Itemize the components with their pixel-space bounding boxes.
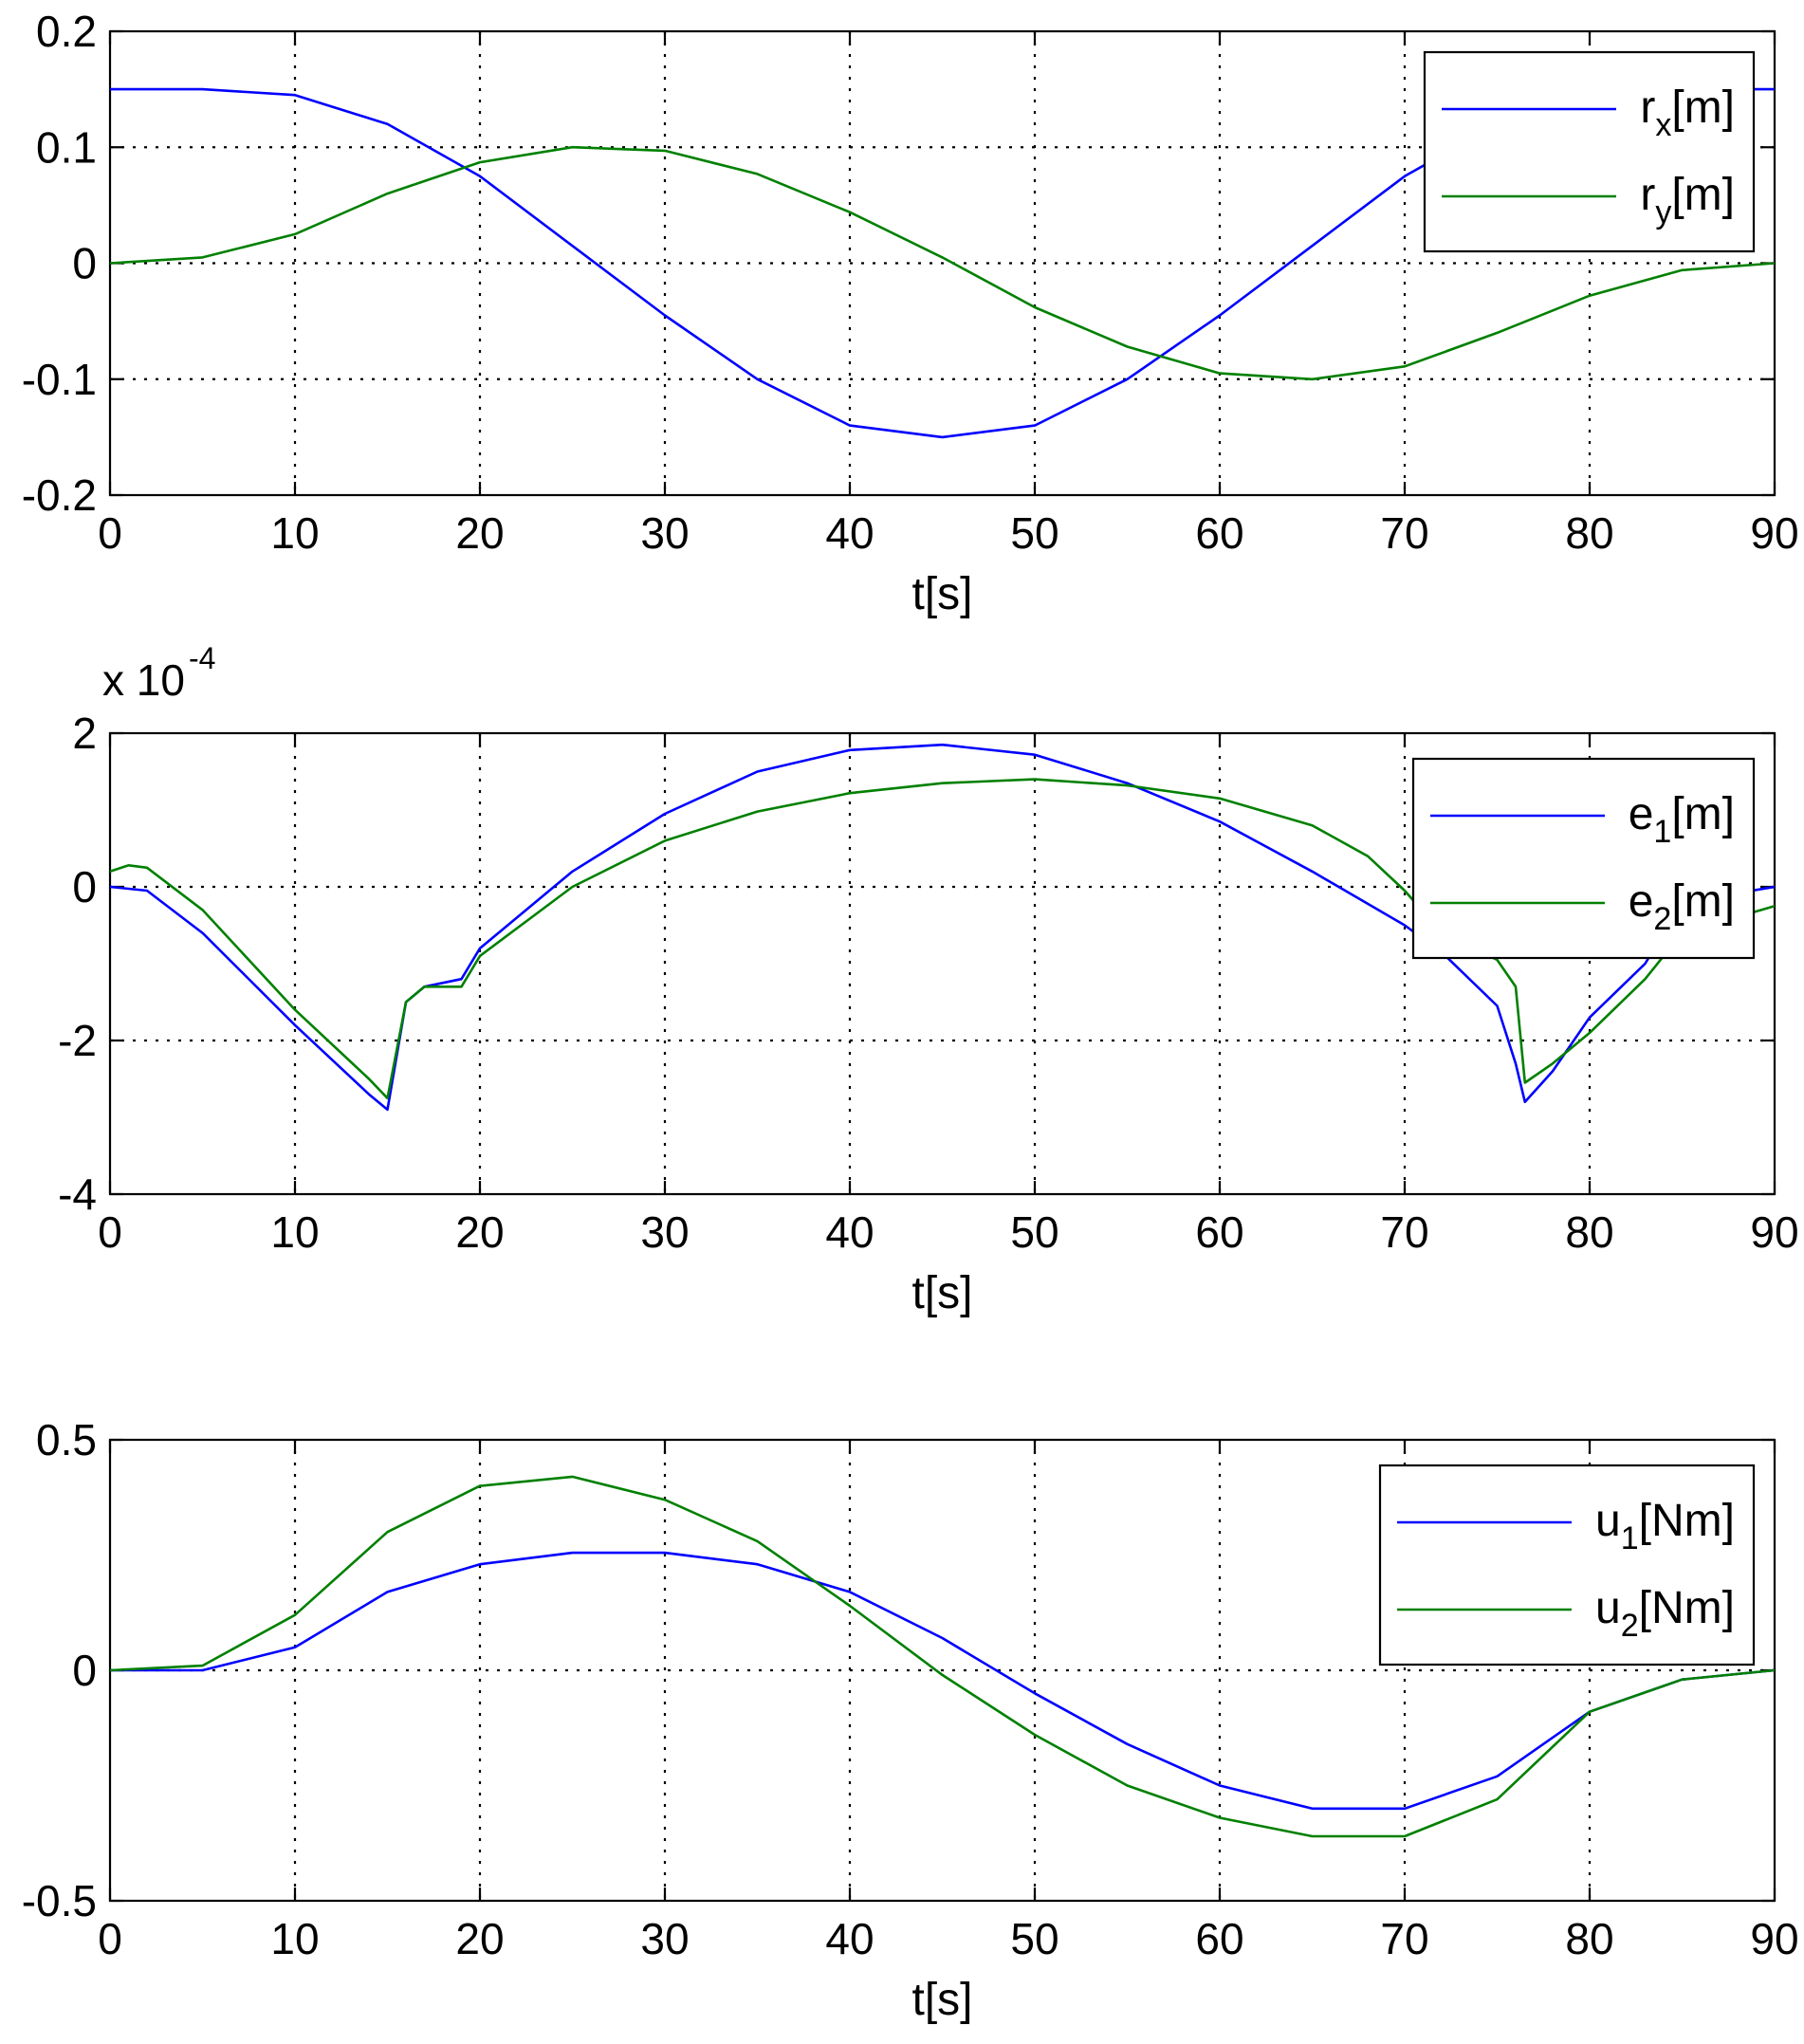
- y-tick-label: 0: [72, 1646, 97, 1695]
- x-tick-label: 10: [270, 1207, 319, 1257]
- y-tick-label: 0: [72, 239, 97, 288]
- legend: e1[m]e2[m]: [1411, 757, 1756, 960]
- legend-symbol: u: [1595, 1583, 1621, 1633]
- x-tick-label: 70: [1380, 1914, 1428, 1963]
- y-tick-label: 0.1: [36, 122, 97, 172]
- x-tick-label: 0: [98, 508, 122, 558]
- legend-symbol: r: [1640, 83, 1655, 133]
- legend-unit: [Nm]: [1639, 1496, 1735, 1546]
- legend-symbol: e: [1629, 876, 1654, 927]
- x-tick-label: 60: [1195, 508, 1243, 558]
- legend: u1[Nm]u2[Nm]: [1378, 1464, 1756, 1667]
- x-tick-label: 50: [1010, 1914, 1058, 1963]
- legend-entry: u1[Nm]: [1595, 1496, 1735, 1556]
- legend: rx[m]ry[m]: [1423, 50, 1756, 253]
- legend-subscript: 2: [1621, 1608, 1639, 1644]
- x-tick-label: 90: [1750, 1914, 1798, 1963]
- multiplier-exponent: -4: [189, 641, 215, 675]
- legend-entry: e2[m]: [1629, 876, 1735, 937]
- y-tick-label: 0.5: [36, 1415, 97, 1464]
- legend-box: [1423, 50, 1756, 253]
- multiplier-base: x 10: [102, 655, 185, 705]
- chart-panel-torque: 0 10 20 30 40 50 60 70 80 90-0.500.5t[s]u1[Nm]u2[…: [22, 1415, 1799, 2025]
- legend-subscript: x: [1655, 107, 1671, 143]
- x-axis-label: t[s]: [911, 1975, 972, 2025]
- x-tick-label: 10: [270, 1914, 319, 1963]
- legend-unit: [Nm]: [1639, 1583, 1735, 1633]
- y-tick-label: 0.2: [36, 7, 97, 56]
- x-tick-label: 70: [1380, 508, 1428, 558]
- legend-entry: e1[m]: [1629, 789, 1735, 850]
- y-tick-label: -2: [58, 1016, 97, 1065]
- x-tick-label: 90: [1750, 1207, 1798, 1257]
- x-tick-label: 50: [1010, 508, 1058, 558]
- series-line-e-2: [110, 778, 1775, 1100]
- legend-entry: rx[m]: [1640, 83, 1735, 143]
- x-tick-label: 30: [640, 1207, 689, 1257]
- series-line-r-y: [110, 145, 1775, 381]
- x-tick-label: 0: [98, 1207, 122, 1257]
- legend-subscript: 1: [1653, 814, 1671, 850]
- legend-symbol: e: [1629, 789, 1654, 839]
- series-line-u-2: [110, 1475, 1775, 1838]
- x-tick-label: 70: [1380, 1207, 1428, 1257]
- legend-entry: u2[Nm]: [1595, 1583, 1735, 1644]
- x-tick-label: 40: [825, 1914, 874, 1963]
- y-tick-label: -0.2: [22, 470, 97, 520]
- x-tick-label: 30: [640, 1914, 689, 1963]
- legend-box: [1411, 757, 1756, 960]
- legend-unit: [m]: [1671, 83, 1735, 133]
- legend-unit: [m]: [1671, 789, 1735, 839]
- x-tick-label: 0: [98, 1914, 122, 1963]
- x-axis-label: t[s]: [911, 1268, 972, 1318]
- x-tick-label: 10: [270, 508, 319, 558]
- legend-subscript: 1: [1621, 1520, 1639, 1556]
- x-tick-label: 80: [1565, 1914, 1613, 1963]
- y-tick-label: -4: [58, 1169, 97, 1219]
- legend-subscript: y: [1655, 194, 1671, 230]
- legend-box: [1378, 1464, 1756, 1667]
- legend-unit: [m]: [1671, 876, 1735, 927]
- y-tick-label: 0: [72, 862, 97, 912]
- legend-entry: ry[m]: [1640, 170, 1735, 230]
- x-tick-label: 80: [1565, 508, 1613, 558]
- y-tick-label: -0.1: [22, 355, 97, 404]
- legend-symbol: u: [1595, 1496, 1621, 1546]
- x-tick-label: 90: [1750, 508, 1798, 558]
- chart-panel-position: 0 10 20 30 40 50 60 70 80 90 -0.2 -0.1 0 0.1 0.2 t[s] rx…: [22, 7, 1799, 619]
- y-axis-multiplier: x 10 -4: [102, 641, 215, 705]
- y-tick-label: 2: [72, 709, 97, 758]
- x-tick-label: 50: [1010, 1207, 1058, 1257]
- series-line-e-1: [110, 743, 1775, 1112]
- legend-symbol: r: [1640, 170, 1655, 220]
- x-tick-label: 40: [825, 508, 874, 558]
- x-tick-label: 60: [1195, 1914, 1243, 1963]
- x-tick-label: 40: [825, 1207, 874, 1257]
- y-tick-label: -0.5: [22, 1876, 97, 1925]
- x-tick-label: 30: [640, 508, 689, 558]
- series-line-u-1: [110, 1551, 1775, 1811]
- x-tick-label: 20: [455, 1207, 504, 1257]
- x-tick-label: 80: [1565, 1207, 1613, 1257]
- legend-unit: [m]: [1671, 170, 1735, 220]
- x-tick-label: 20: [455, 508, 504, 558]
- legend-subscript: 2: [1653, 901, 1671, 937]
- x-axis-label: t[s]: [911, 569, 972, 619]
- x-tick-label: 20: [455, 1914, 504, 1963]
- x-tick-label: 60: [1195, 1207, 1243, 1257]
